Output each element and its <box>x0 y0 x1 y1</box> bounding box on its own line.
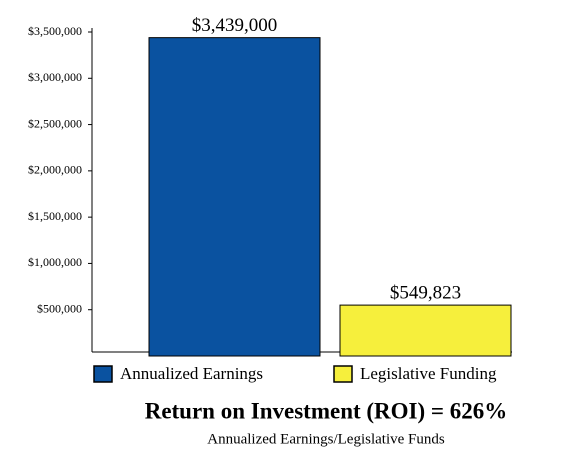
value-label: $3,439,000 <box>192 15 278 36</box>
legend-label: Annualized Earnings <box>120 364 263 383</box>
chart-title: Return on Investment (ROI) = 626% <box>145 398 508 423</box>
legend-label: Legislative Funding <box>360 364 497 383</box>
y-tick-label: $1,000,000 <box>28 255 82 269</box>
chart-subtitle: Annualized Earnings/Legislative Funds <box>207 431 445 447</box>
value-label: $549,823 <box>390 282 461 303</box>
y-tick-label: $1,500,000 <box>28 209 82 223</box>
y-tick-label: $3,000,000 <box>28 70 82 84</box>
bar <box>339 304 512 357</box>
y-tick-label: $2,500,000 <box>28 116 82 130</box>
y-tick-label: $2,000,000 <box>28 163 82 177</box>
y-tick-label: $500,000 <box>37 301 82 315</box>
legend-swatch <box>333 365 353 383</box>
y-tick-label: $3,500,000 <box>28 24 82 38</box>
legend-swatch <box>93 365 113 383</box>
bar <box>148 37 321 357</box>
